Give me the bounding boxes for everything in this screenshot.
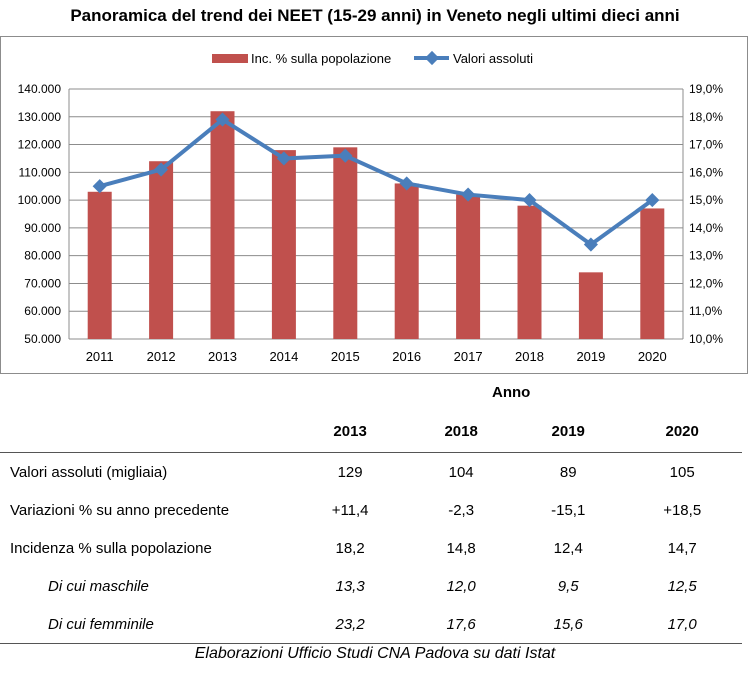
table-header-cell: 2020 <box>665 422 699 440</box>
y-left-tick-label: 100.000 <box>18 193 62 207</box>
bar <box>149 161 174 339</box>
table-cell: 17,0 <box>667 615 697 633</box>
x-tick-label: 2015 <box>331 349 360 364</box>
series-line <box>99 117 654 247</box>
x-tick-label: 2020 <box>638 349 667 364</box>
table-cell: 13,3 <box>335 577 365 595</box>
table-header-blank <box>0 410 292 453</box>
legend-swatch-bar <box>212 54 248 63</box>
line-marker <box>522 193 537 208</box>
row-label: Di cui femminile <box>48 615 154 633</box>
table-row: Incidenza % sulla popolazione 18,2 14,8 12,… <box>0 529 742 567</box>
y-left-tick-label: 110.000 <box>19 165 62 179</box>
table-cell: 12,5 <box>667 577 697 595</box>
y-right-tick-label: 17,0% <box>689 138 723 152</box>
table-cell: +11,4 <box>331 501 369 519</box>
y-left-tick-label: 70.000 <box>24 276 61 290</box>
y-right-tick-label: 16,0% <box>689 165 723 179</box>
y-left-tick-label: 90.000 <box>24 221 61 235</box>
table-cell: 15,6 <box>553 615 583 633</box>
row-label: Di cui maschile <box>48 577 149 595</box>
legend-label: Inc. % sulla popolazione <box>251 51 391 66</box>
row-label: Valori assoluti (migliaia) <box>10 463 168 481</box>
table-header-row: 2013 2018 2019 2020 <box>0 410 742 453</box>
table-cell: 105 <box>669 463 695 481</box>
table-row: Di cui maschile 13,3 12,0 9,5 12,5 <box>0 567 742 605</box>
x-tick-label: 2014 <box>269 349 298 364</box>
table-cell: 129 <box>337 463 363 481</box>
bar <box>87 191 112 339</box>
y-left-tick-label: 80.000 <box>24 249 61 263</box>
x-tick-label: 2012 <box>147 349 176 364</box>
x-tick-label: 2019 <box>576 349 605 364</box>
y-left-tick-label: 60.000 <box>24 304 61 318</box>
page-title: Panoramica del trend dei NEET (15-29 ann… <box>70 6 680 25</box>
line-marker <box>276 151 291 166</box>
y-left-tick-label: 130.000 <box>18 110 62 124</box>
chart-frame: 50.000 60.000 70.000 80.000 90.000 100.000 110… <box>0 36 748 374</box>
table-row: Variazioni % su anno precedente +11,4 -2,3… <box>0 491 742 529</box>
table-header-cell: 2019 <box>551 422 585 440</box>
bar <box>333 147 358 339</box>
table-cell: -2,3 <box>448 501 475 519</box>
row-label: Variazioni % su anno precedente <box>10 501 230 519</box>
line-marker <box>645 193 660 208</box>
x-tick-label: 2016 <box>392 349 421 364</box>
table-cell: +18,5 <box>663 501 702 519</box>
table-group-header: Anno <box>492 384 531 401</box>
line-marker <box>92 179 107 194</box>
y-left-tick-label: 140.000 <box>18 82 62 96</box>
y-right-tick-label: 14,0% <box>689 221 723 235</box>
row-label: Incidenza % sulla popolazione <box>10 539 212 557</box>
table-cell: 17,6 <box>446 615 476 633</box>
bar <box>210 111 235 339</box>
y-left-tick-label: 120.000 <box>18 138 62 152</box>
bar <box>578 272 603 339</box>
y-right-tick-label: 13,0% <box>689 249 723 263</box>
table-cell: 9,5 <box>557 577 579 595</box>
x-tick-label: 2013 <box>208 349 237 364</box>
y-right-tick-label: 15,0% <box>689 193 723 207</box>
line-marker <box>583 237 598 252</box>
table-cell: 14,7 <box>667 539 697 557</box>
y-right-tick-label: 10,0% <box>689 332 723 346</box>
table-cell: 89 <box>559 463 577 481</box>
y-right-tick-label: 11,0% <box>689 304 722 318</box>
line-marker <box>338 148 353 163</box>
table-cell: 18,2 <box>335 539 365 557</box>
table-row: Di cui femminile 23,2 17,6 15,6 17,0 <box>0 605 742 644</box>
table-header-cell: 2013 <box>333 422 367 440</box>
x-tick-label: 2017 <box>454 349 483 364</box>
bar <box>271 150 296 339</box>
source-note: Elaborazioni Ufficio Studi CNA Padova su… <box>194 645 556 662</box>
data-table: 2013 2018 2019 2020 Valori assoluti (mig… <box>0 410 742 644</box>
table-header-cell: 2018 <box>444 422 478 440</box>
y-right-tick-label: 19,0% <box>689 82 723 96</box>
line-marker <box>461 187 476 202</box>
bar <box>640 208 665 339</box>
y-left-tick-label: 50.000 <box>24 332 61 346</box>
legend-label: Valori assoluti <box>453 51 533 66</box>
bar <box>517 205 542 339</box>
x-tick-label: 2018 <box>515 349 544 364</box>
legend-marker <box>424 50 440 66</box>
table-row: Valori assoluti (migliaia) 129 104 89 105 <box>0 453 742 492</box>
y-right-tick-label: 12,0% <box>689 276 723 290</box>
table-cell: 12,4 <box>553 539 583 557</box>
y-right-tick-label: 18,0% <box>689 110 723 124</box>
table-cell: -15,1 <box>551 501 586 519</box>
bar <box>456 194 481 339</box>
bar <box>394 183 419 339</box>
line-marker <box>399 176 414 191</box>
combo-chart: 50.000 60.000 70.000 80.000 90.000 100.000 110… <box>18 50 723 364</box>
table-cell: 104 <box>448 463 474 481</box>
table-cell: 14,8 <box>446 539 476 557</box>
x-tick-label: 2011 <box>86 349 114 364</box>
table-cell: 12,0 <box>446 577 476 595</box>
table-cell: 23,2 <box>335 615 365 633</box>
